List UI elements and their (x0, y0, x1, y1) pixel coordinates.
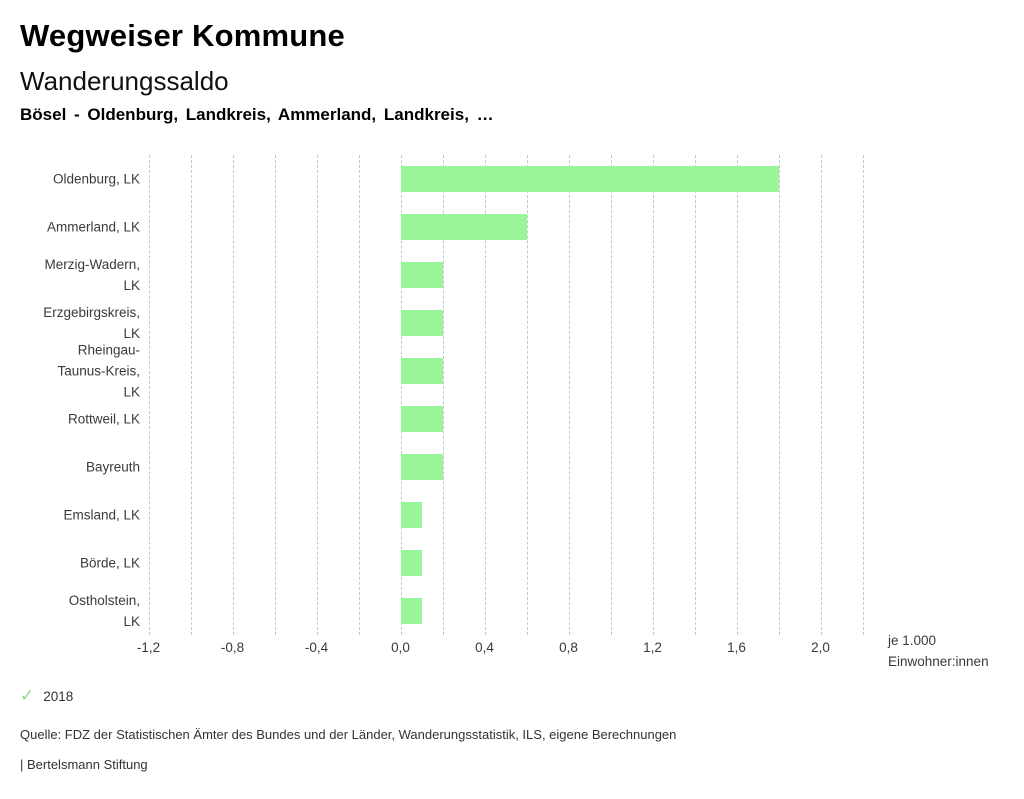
gridline (820, 155, 822, 635)
page-title: Wegweiser Kommune (20, 18, 345, 53)
legend-item-2018[interactable]: ✓ 2018 (20, 687, 73, 705)
gridline (862, 155, 864, 635)
source-note: Quelle: FDZ der Statistischen Ämter des … (20, 727, 677, 742)
bar-Bayreuth[interactable] (400, 454, 443, 480)
chart-title: Wanderungssaldo (20, 66, 229, 96)
x-axis-unit-line1: je 1.000 (888, 633, 937, 648)
gridline (190, 155, 192, 635)
x-tick-label: -1,2 (136, 640, 161, 655)
category-label: Erzgebirgskreis, LK (43, 305, 140, 341)
gridline (484, 155, 486, 635)
selected-municipalities: Bösel - Oldenburg, Landkreis, Ammerland,… (20, 105, 494, 124)
gridline (400, 155, 402, 635)
gridline (442, 155, 444, 635)
gridline (652, 155, 654, 635)
x-tick-label: 1,2 (643, 640, 662, 655)
legend-item-label: 2018 (43, 688, 74, 704)
bar-Oldenburg, LK[interactable] (400, 166, 779, 192)
category-label: Oldenburg, LK (52, 171, 140, 187)
bar-Rottweil, LK[interactable] (400, 406, 443, 432)
branding-note: | Bertelsmann Stiftung (20, 757, 148, 772)
gridline (526, 155, 528, 635)
gridline (568, 155, 570, 635)
gridline (358, 155, 360, 635)
x-tick-label: 1,6 (727, 640, 746, 655)
bar-Ammerland, LK[interactable] (400, 214, 527, 240)
category-label: Rottweil, LK (67, 411, 140, 427)
bar-Erzgebirgskreis, LK[interactable] (400, 310, 443, 336)
x-tick-label: 0,4 (475, 640, 494, 655)
category-label: Merzig-Wadern, LK (44, 257, 140, 293)
category-label: Emsland, LK (63, 507, 140, 523)
bar-Emsland, LK[interactable] (400, 502, 422, 528)
plot-area (138, 155, 873, 635)
x-axis-unit-line2: Einwohner:innen (888, 654, 989, 669)
bar-Rheingau-Taunus-Kreis, LK[interactable] (400, 358, 443, 384)
legend: ✓ 2018 (20, 687, 73, 707)
bar-Merzig-Wadern, LK[interactable] (400, 262, 443, 288)
gridline (274, 155, 276, 635)
x-tick-label: -0,8 (220, 640, 245, 655)
gridline (778, 155, 780, 635)
bar-Börde, LK[interactable] (400, 550, 422, 576)
gridline (148, 155, 150, 635)
category-label: Ostholstein, LK (68, 593, 140, 629)
bar-Ostholstein, LK[interactable] (400, 598, 422, 624)
x-tick-label: 0,8 (559, 640, 578, 655)
gridline (316, 155, 318, 635)
gridline (694, 155, 696, 635)
category-label: Ammerland, LK (46, 219, 140, 235)
x-tick-label: 2,0 (811, 640, 830, 655)
category-label: Börde, LK (79, 555, 140, 571)
check-icon: ✓ (20, 686, 35, 705)
x-tick-label: -0,4 (304, 640, 329, 655)
category-axis: Oldenburg, LK Ammerland, LK Merzig-Wadern,… (0, 155, 148, 635)
category-label: Rheingau- Taunus-Kreis, LK (57, 342, 140, 400)
gridline (610, 155, 612, 635)
gridline (232, 155, 234, 635)
x-tick-label: 0,0 (391, 640, 410, 655)
x-axis: -1,2 -0,8 -0,4 0,0 0,4 0,8 1,2 1,6 2,0 (136, 635, 873, 657)
category-label: Bayreuth (85, 459, 140, 475)
bar-chart: Oldenburg, LK Ammerland, LK Merzig-Wadern,… (0, 155, 989, 672)
gridline (736, 155, 738, 635)
x-axis-unit-label: je 1.000 Einwohner:innen (888, 630, 989, 672)
